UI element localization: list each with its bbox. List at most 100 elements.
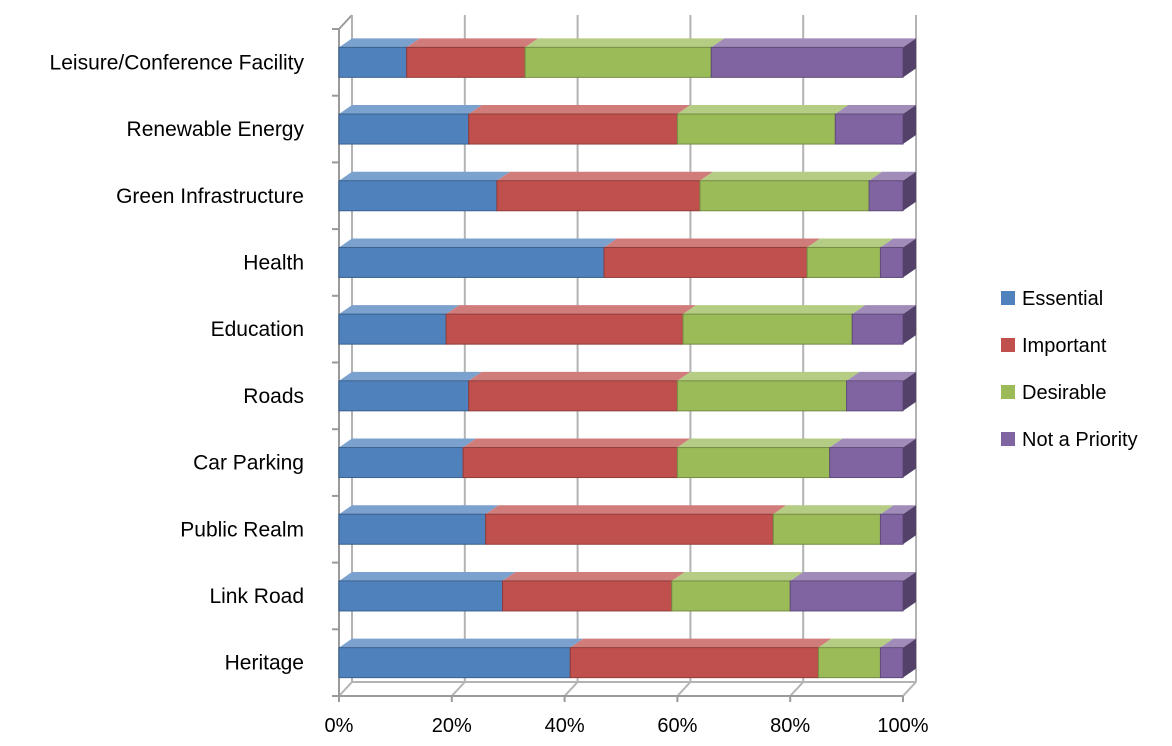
legend-label: Important	[1022, 335, 1107, 357]
bar-not-a-priority	[879, 246, 904, 278]
bar-important	[462, 447, 678, 479]
bar-desirable	[676, 380, 848, 412]
bar-top-0	[339, 305, 460, 315]
category-label: Link Road	[209, 585, 304, 608]
bar-top-2	[699, 171, 883, 181]
bar-not-a-priority	[868, 180, 904, 212]
x-tick-label: 40%	[545, 715, 585, 737]
bar-top-1	[446, 305, 697, 315]
bar-top-3	[869, 171, 916, 181]
bar-desirable	[699, 180, 870, 212]
bar-side	[903, 438, 916, 478]
bar-important	[468, 380, 678, 412]
bar-not-a-priority	[846, 380, 904, 412]
bar-top-0	[339, 371, 482, 381]
bar-top-2	[683, 305, 866, 315]
bar-side	[903, 638, 916, 678]
bar-desirable	[671, 580, 791, 612]
bar-desirable	[524, 46, 712, 78]
bar-top-0	[339, 38, 420, 48]
category-label: Leisure/Conference Facility	[50, 51, 305, 74]
category-label: Car Parking	[193, 452, 304, 475]
legend-swatch	[1001, 291, 1015, 305]
category-label: Health	[243, 251, 304, 274]
bar-important	[406, 46, 526, 78]
bar-top-1	[570, 638, 832, 648]
bar-top-3	[880, 238, 916, 248]
bar-not-a-priority	[789, 580, 904, 612]
labels-layer: Leisure/Conference Facility Renewable Ene…	[50, 51, 929, 737]
x-tick-label: 80%	[770, 715, 810, 737]
bar-important	[485, 513, 774, 545]
category-label: Roads	[243, 385, 304, 408]
bar-top-3	[835, 105, 916, 115]
bar-top-0	[339, 105, 482, 115]
bar-top-1	[502, 571, 685, 581]
category-label: Education	[211, 318, 304, 341]
bar-top-1	[468, 105, 691, 115]
bar-desirable	[772, 513, 881, 545]
floor-gridline	[902, 681, 917, 697]
bar-important	[496, 180, 701, 212]
bar-desirable	[806, 246, 881, 278]
bar-desirable	[817, 647, 881, 679]
bar-important	[502, 580, 673, 612]
bar-essential	[338, 513, 487, 545]
bar-top-3	[711, 38, 916, 48]
bar-side	[903, 38, 916, 78]
bar-top-1	[496, 171, 713, 181]
legend: Essential Important Desirable Not a Priorit…	[1001, 288, 1138, 451]
bar-desirable	[682, 313, 853, 345]
bar-essential	[338, 380, 470, 412]
bar-not-a-priority	[834, 113, 904, 145]
bar-not-a-priority	[851, 313, 904, 345]
floor-gridline	[338, 681, 353, 697]
bar-top-3	[880, 638, 916, 648]
bar-top-0	[339, 171, 510, 181]
bar-not-a-priority	[879, 647, 904, 679]
x-tick-label: 100%	[877, 715, 928, 737]
bar-essential	[338, 113, 470, 145]
x-tick-label: 20%	[432, 715, 472, 737]
bar-top-2	[773, 505, 894, 515]
bar-top-1	[468, 371, 691, 381]
category-label: Heritage	[225, 652, 304, 675]
bars-layer	[338, 38, 916, 679]
bar-side	[903, 505, 916, 545]
x-tick-label: 0%	[325, 715, 354, 737]
bar-top-3	[829, 438, 916, 448]
bar-top-2	[677, 371, 860, 381]
bar-important	[445, 313, 684, 345]
bar-not-a-priority	[710, 46, 904, 78]
bar-top-2	[818, 638, 894, 648]
category-label: Renewable Energy	[127, 118, 305, 141]
bar-side	[903, 305, 916, 345]
bar-side	[903, 238, 916, 278]
bar-essential	[338, 246, 605, 278]
floor-gridline	[789, 681, 804, 697]
bar-important	[468, 113, 678, 145]
bar-essential	[338, 46, 408, 78]
bar-top-3	[846, 371, 916, 381]
bar-important	[569, 647, 819, 679]
legend-swatch	[1001, 385, 1015, 399]
bar-essential	[338, 313, 447, 345]
bar-top-1	[485, 505, 787, 515]
bar-side	[903, 171, 916, 211]
bar-top-1	[604, 238, 821, 248]
legend-swatch	[1001, 432, 1015, 446]
legend-swatch	[1001, 338, 1015, 352]
bar-top-0	[339, 438, 477, 448]
legend-label: Desirable	[1022, 382, 1106, 404]
category-label: Green Infrastructure	[116, 185, 304, 208]
bar-top-2	[807, 238, 894, 248]
floor-gridline	[563, 681, 579, 697]
floor-gridline	[451, 681, 466, 697]
bar-desirable	[676, 113, 836, 145]
bar-important	[603, 246, 808, 278]
bar-top-1	[406, 38, 539, 48]
bar-essential	[338, 180, 498, 212]
bar-not-a-priority	[879, 513, 904, 545]
bar-top-3	[790, 571, 916, 581]
